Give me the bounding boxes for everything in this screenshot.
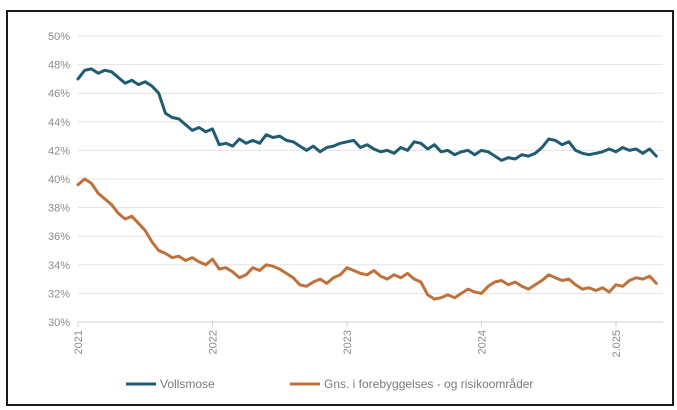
line-chart: 30%32%34%36%38%40%42%44%46%48%50% 2021 20… [48, 31, 663, 391]
y-tick-label: 44% [48, 117, 70, 129]
chart-frame: 30% 32% 34% 36% 38% 40% 42% 44% 46% 48% 50% 2021 20… [6, 10, 674, 406]
y-tick-label: 50% [48, 31, 70, 43]
y-tick-label: 46% [48, 88, 70, 100]
y-tick-label: 38% [48, 203, 70, 215]
series-lines [76, 67, 658, 301]
x-axis-ticks: 2021 2022 2023 2024 2.025 [73, 322, 623, 358]
x-tick-label: 2022 [207, 330, 219, 354]
y-tick-label: 32% [48, 288, 70, 300]
y-axis-ticks: 30% 32% 34% 36% 38% 40% 42% 44% 46% 48% 50% [48, 31, 70, 329]
series-line-average [76, 177, 658, 301]
x-tick-label: 2024 [476, 330, 488, 354]
legend-label: Gns. i forebyggelses - og risikoområder [324, 377, 533, 391]
x-tick-label: 2021 [73, 330, 85, 354]
gridlines [78, 35, 663, 323]
x-tick-label: 2023 [342, 330, 354, 354]
y-tick-label: 40% [48, 174, 70, 186]
legend: Vollsmose Gns. i forebyggelses - og risik… [126, 377, 533, 391]
x-tick-label: 2.025 [611, 330, 623, 358]
series-line-vollsmose [76, 67, 658, 162]
y-tick-label: 30% [48, 317, 70, 329]
y-tick-label: 34% [48, 260, 70, 272]
legend-label: Vollsmose [160, 377, 215, 391]
y-tick-label: 42% [48, 145, 70, 157]
y-tick-label: 36% [48, 231, 70, 243]
y-tick-label: 48% [48, 60, 70, 72]
